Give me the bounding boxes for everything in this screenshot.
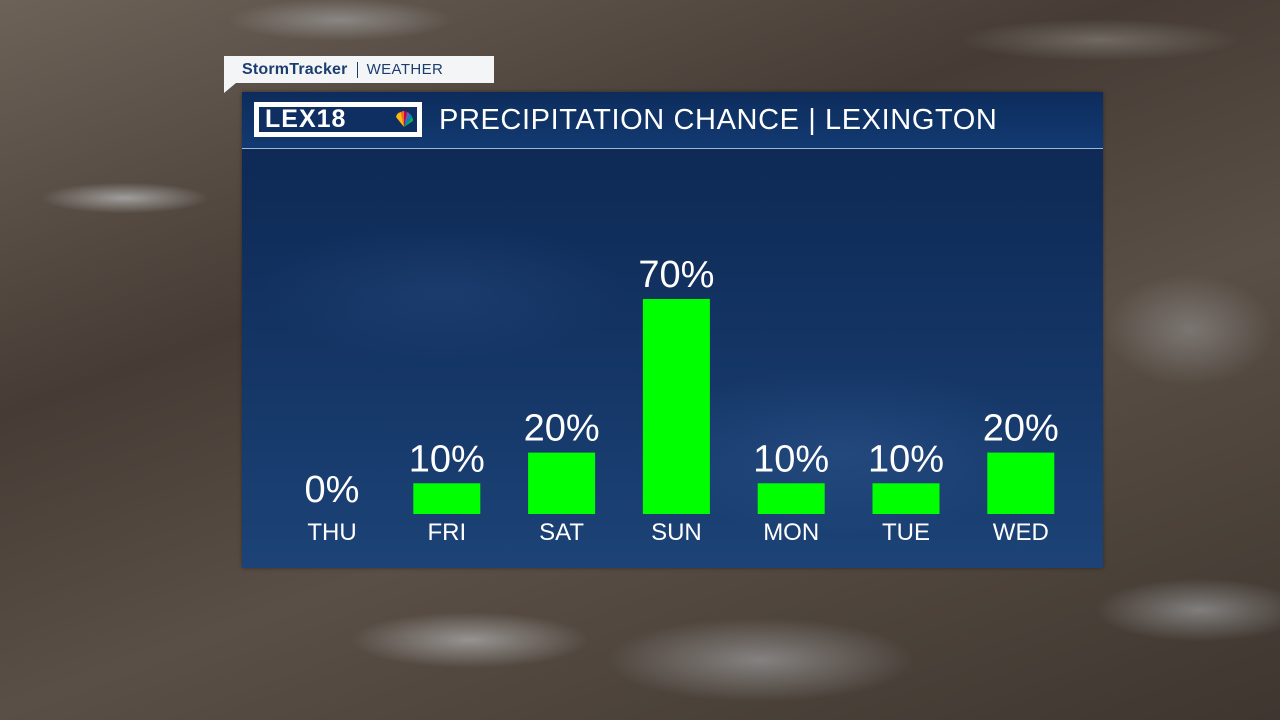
- category-label-sun: SUN: [651, 519, 702, 546]
- chart-panel: LEX18 PRECIPITATION CHANCE | LEXINGTON 0…: [242, 92, 1103, 568]
- lex18-logo: LEX18: [254, 102, 422, 137]
- bar-wed: [987, 452, 1055, 514]
- chart-title: PRECIPITATION CHANCE | LEXINGTON: [439, 104, 998, 136]
- category-label-wed: WED: [993, 519, 1049, 546]
- value-label-thu: 0%: [305, 469, 360, 511]
- stormtracker-weather-tag: StormTracker WEATHER: [224, 56, 494, 93]
- category-label-mon: MON: [763, 519, 819, 546]
- bar-chart: 0% THU 10% FRI 20% SAT 70% SUN 10% MON 10% TUE 20% WE…: [305, 254, 1059, 546]
- category-label-sat: SAT: [539, 519, 584, 546]
- value-label-fri: 10%: [409, 438, 485, 480]
- bar-sat: [528, 452, 596, 514]
- brand-section: WEATHER: [366, 61, 444, 78]
- value-label-mon: 10%: [753, 438, 829, 480]
- panel-header: LEX18 PRECIPITATION CHANCE | LEXINGTON: [242, 92, 1103, 149]
- bar-tue: [872, 483, 940, 514]
- logo-text: LEX18: [265, 105, 347, 133]
- category-label-fri: FRI: [427, 519, 466, 546]
- bar-sun: [642, 299, 710, 514]
- value-label-sat: 20%: [524, 408, 600, 450]
- category-label-tue: TUE: [882, 519, 930, 546]
- brand-divider: [356, 61, 358, 78]
- brand-name: StormTracker: [242, 60, 348, 78]
- bar-fri: [413, 483, 481, 514]
- peacock-icon: [396, 111, 414, 127]
- category-label-thu: THU: [307, 519, 356, 546]
- bar-mon: [757, 483, 825, 514]
- value-label-sun: 70%: [638, 254, 714, 296]
- value-label-wed: 20%: [983, 408, 1059, 450]
- value-label-tue: 10%: [868, 438, 944, 480]
